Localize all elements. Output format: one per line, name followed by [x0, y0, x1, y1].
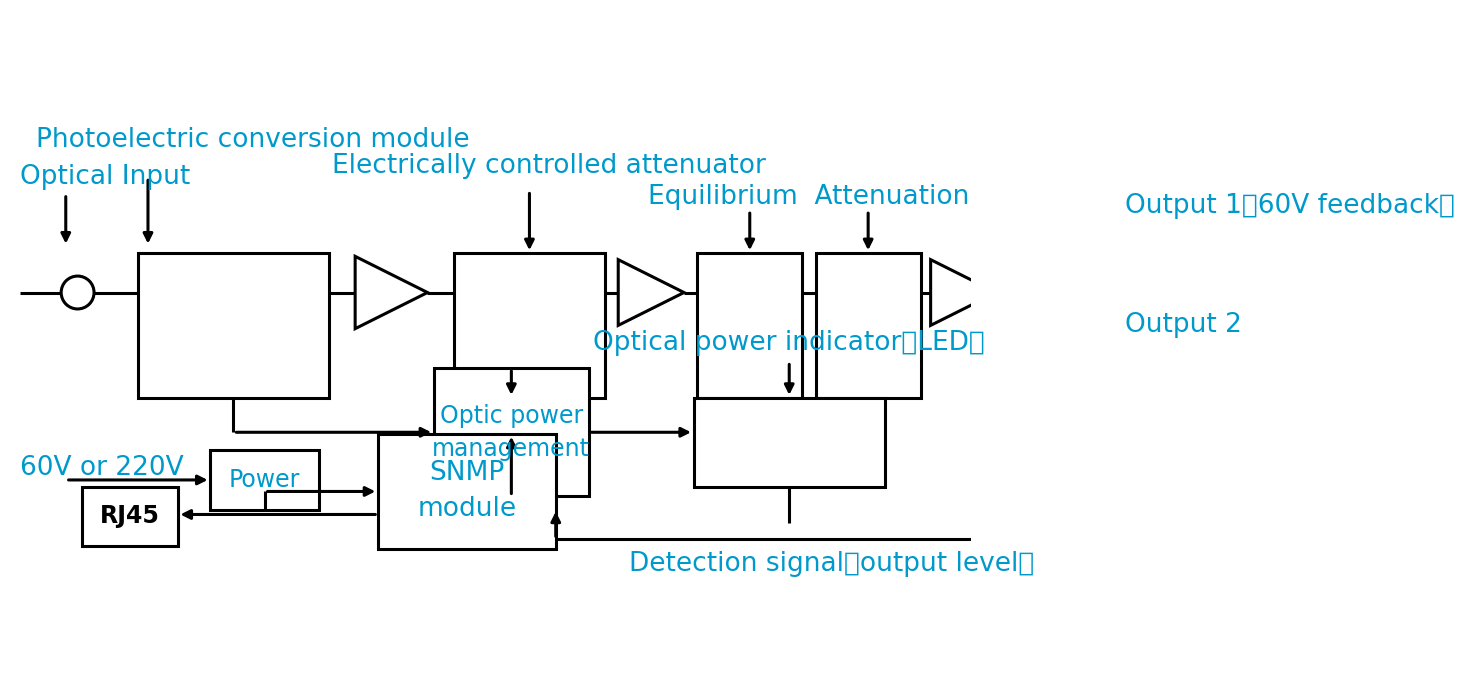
Text: Electrically controlled attenuator: Electrically controlled attenuator — [332, 153, 767, 179]
Text: Detection signal（output level）: Detection signal（output level） — [629, 551, 1034, 577]
Bar — [815, 253, 920, 398]
Bar — [453, 253, 606, 398]
Bar — [210, 451, 319, 510]
Text: Photoelectric conversion module: Photoelectric conversion module — [37, 127, 470, 153]
Text: Optical Input: Optical Input — [19, 165, 191, 190]
Text: Power: Power — [229, 468, 300, 492]
Bar — [378, 434, 555, 549]
Text: Optic power
management: Optic power management — [433, 404, 591, 461]
Text: 60V or 220V: 60V or 220V — [19, 455, 183, 481]
Text: RJ45: RJ45 — [100, 504, 160, 528]
Bar — [694, 398, 885, 486]
Text: SNMP
module: SNMP module — [418, 460, 517, 522]
Text: Output 1（60V feedback）: Output 1（60V feedback） — [1124, 193, 1455, 218]
Bar — [83, 486, 177, 546]
Bar — [139, 253, 329, 398]
Bar — [434, 368, 589, 496]
Text: Equilibrium  Attenuation: Equilibrium Attenuation — [648, 184, 969, 210]
Text: Output 2: Output 2 — [1124, 312, 1242, 338]
Bar — [697, 253, 802, 398]
Text: Optical power indicator（LED）: Optical power indicator（LED） — [594, 330, 985, 356]
